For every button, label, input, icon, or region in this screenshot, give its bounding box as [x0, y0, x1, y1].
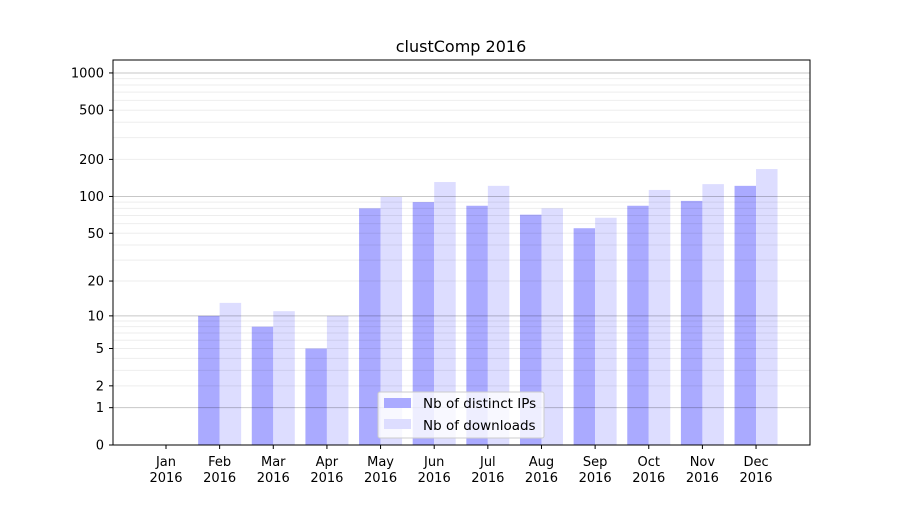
x-tick-label: Mar 2016 [257, 455, 290, 486]
bar-ips-6 [466, 205, 488, 445]
bar-downloads-8 [595, 217, 617, 445]
plot-frame [112, 59, 811, 446]
y-tick-label: 2 [96, 379, 104, 394]
y-tick-label: 10 [87, 309, 104, 324]
bar-downloads-7 [541, 208, 563, 445]
y-tick-label: 200 [79, 153, 104, 168]
bar-ips-9 [627, 205, 649, 445]
bar-ips-5 [412, 202, 435, 445]
bar-downloads-2 [273, 311, 295, 445]
legend: Nb of distinct IPs Nb of downloads [377, 391, 545, 439]
x-tick-label: Nov 2016 [686, 455, 719, 486]
legend-label-ips: Nb of distinct IPs [423, 396, 536, 412]
x-tick-label: Jan 2016 [149, 455, 182, 486]
legend-swatch-ips [384, 398, 411, 408]
bar-ips-4 [359, 208, 381, 445]
bar-ips-8 [573, 228, 596, 445]
chart-title: clustComp 2016 [396, 37, 527, 56]
bar-ips-3 [305, 348, 327, 445]
bar-ips-1 [198, 315, 220, 445]
y-tick-label: 100 [79, 190, 104, 205]
bar-downloads-5 [434, 182, 456, 445]
x-tick-label: Feb 2016 [203, 455, 236, 486]
bar-downloads-4 [380, 197, 403, 445]
y-tick-label: 5 [96, 342, 104, 357]
legend-swatch-downloads [384, 419, 411, 429]
y-tick-label: 20 [87, 275, 104, 290]
y-tick-label: 50 [87, 227, 104, 242]
bar-downloads-1 [219, 302, 242, 445]
bar-ips-2 [251, 326, 274, 445]
x-tick-label: Oct 2016 [632, 455, 665, 486]
bar-downloads-11 [756, 169, 778, 445]
bar-downloads-6 [487, 185, 510, 446]
y-tick-label: 500 [79, 104, 104, 119]
bar-downloads-3 [326, 315, 349, 445]
bar-downloads-10 [702, 184, 724, 445]
y-tick-label: 1 [96, 401, 104, 416]
x-tick-label: May 2016 [364, 455, 397, 486]
legend-box [377, 391, 545, 439]
y-tick-label: 0 [96, 439, 104, 454]
x-tick-label: Apr 2016 [310, 455, 343, 486]
bar-ips-10 [680, 200, 703, 445]
x-tick-label: Dec 2016 [739, 455, 772, 486]
y-tick-label: 1000 [71, 66, 104, 81]
bar-ips-11 [734, 185, 757, 446]
bar-downloads-9 [648, 189, 671, 445]
x-tick-label: Aug 2016 [525, 455, 558, 486]
x-tick-label: Jul 2016 [471, 455, 504, 486]
x-tick-label: Sep 2016 [579, 455, 612, 486]
bar-ips-7 [519, 214, 542, 445]
x-tick-label: Jun 2016 [418, 455, 451, 486]
legend-label-downloads: Nb of downloads [423, 418, 536, 434]
